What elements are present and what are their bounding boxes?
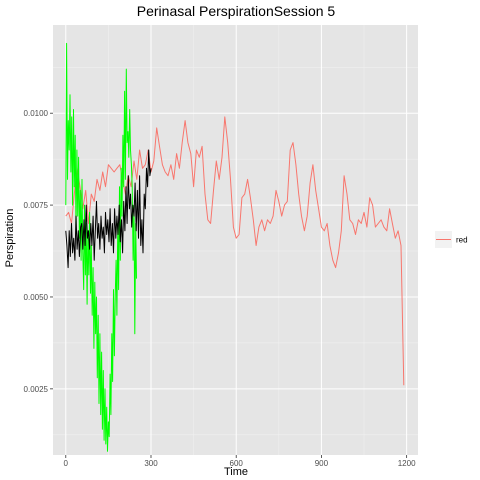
chart-title: Perinasal PerspirationSession 5 [137, 3, 336, 19]
legend-label: red [456, 236, 468, 245]
series-line-unlabeled-2 [65, 149, 152, 269]
y-tick-label: 0.0050 [24, 293, 49, 302]
legend: red [435, 231, 468, 248]
y-tick-label: 0.0100 [24, 109, 49, 118]
x-tick-label: 900 [315, 459, 329, 468]
x-axis-title: Time [224, 466, 248, 478]
plot-background [53, 25, 418, 455]
x-tick-label: 0 [64, 459, 69, 468]
plot-panel: 0 300 600 900 1200 0.0025 0.0050 0.0075 0.0100 [24, 25, 418, 468]
x-tick-label: 1200 [398, 459, 416, 468]
y-axis-title: Perspiration [4, 209, 16, 268]
x-tick-label: 300 [144, 459, 158, 468]
y-tick-label: 0.0025 [24, 385, 49, 394]
y-tick-label: 0.0075 [24, 201, 49, 210]
x-tick-label: 600 [230, 459, 244, 468]
series-line-unlabeled-1 [65, 42, 137, 452]
